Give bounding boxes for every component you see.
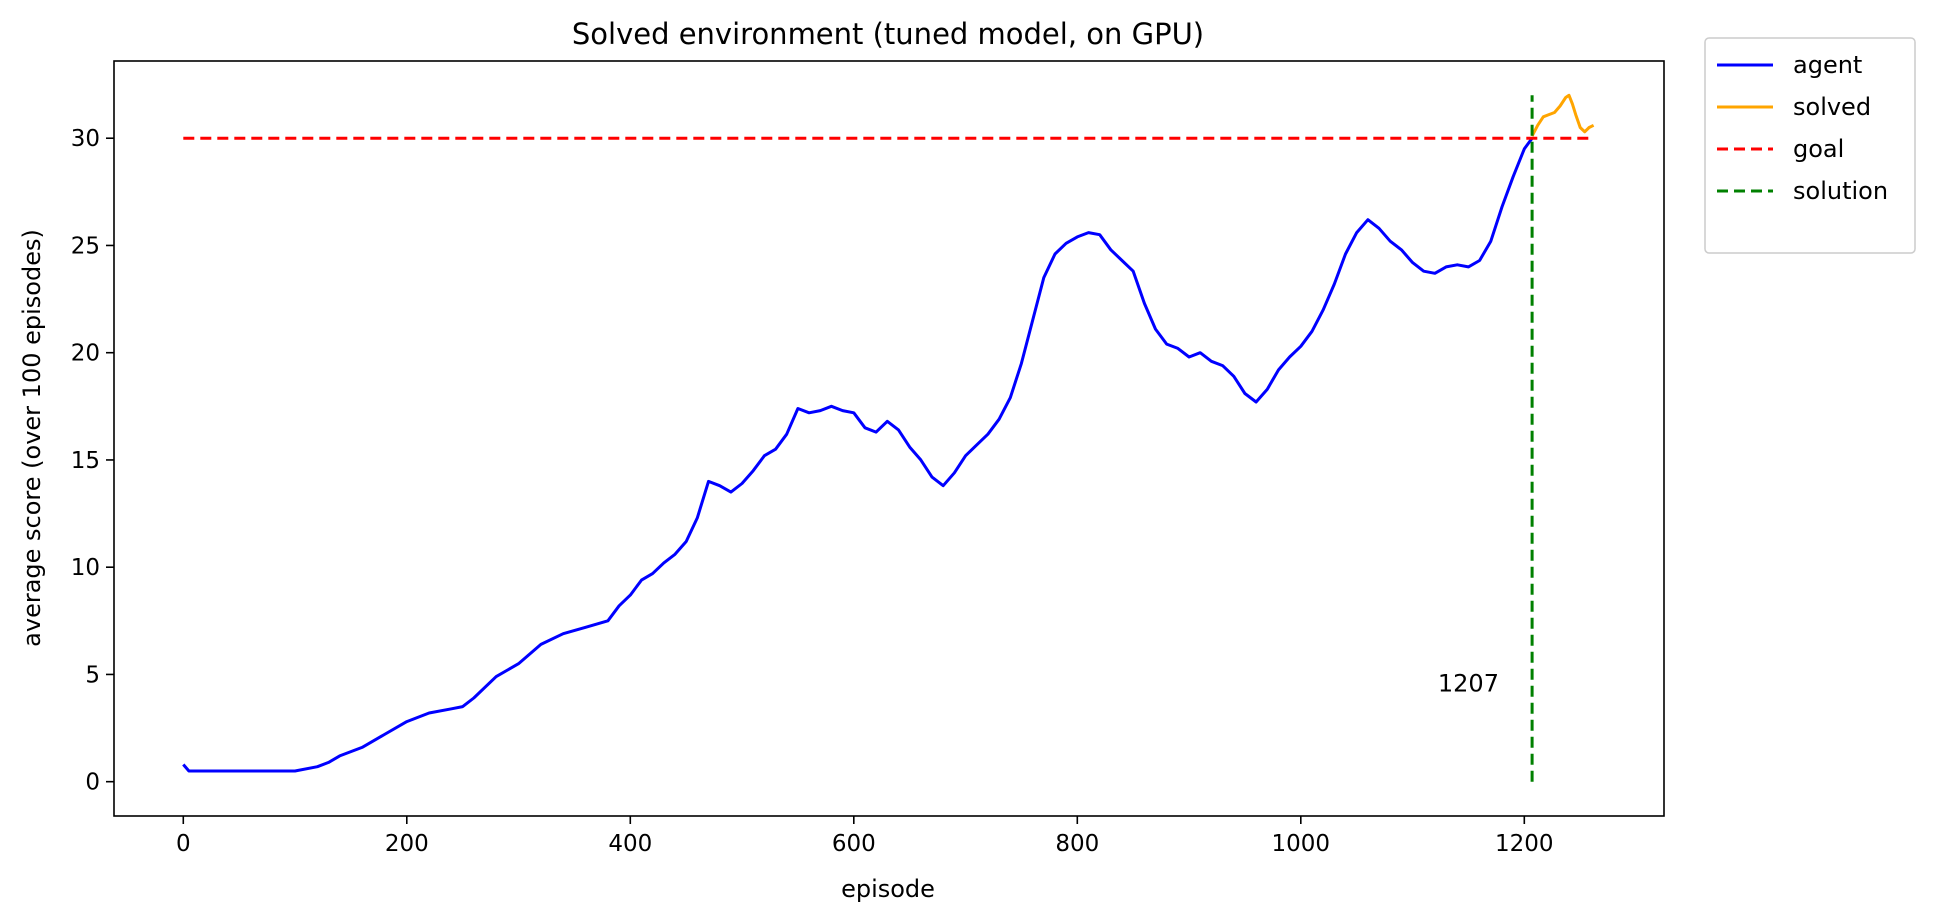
legend-entry-solved: solved: [1793, 93, 1871, 121]
legend-entry-solution: solution: [1793, 177, 1888, 205]
plot-frame: [113, 60, 1665, 817]
legend-entry-goal: goal: [1793, 135, 1844, 163]
annotation-label: 1207: [1438, 670, 1499, 698]
y-axis-ticks: 0 5 10 15 20 25 30: [71, 126, 114, 796]
x-axis-label: episode: [841, 875, 935, 903]
legend-box: [1704, 37, 1916, 254]
y-axis-label: average score (over 100 episodes): [18, 229, 46, 647]
series-line-agent: [182, 137, 1534, 773]
x-tick-label: 1000: [1272, 831, 1331, 857]
y-tick-label: 5: [85, 662, 100, 688]
y-tick-label: 20: [71, 341, 100, 367]
y-tick-label: 0: [85, 770, 100, 796]
y-tick-label: 30: [71, 126, 100, 152]
y-tick-label: 15: [71, 448, 100, 474]
x-tick-label: 200: [385, 831, 429, 857]
chart-title: Solved environment (tuned model, on GPU): [572, 17, 1204, 51]
legend: agent solved goal solution: [1704, 37, 1916, 254]
y-tick-label: 25: [71, 233, 100, 259]
legend-entry-agent: agent: [1793, 51, 1862, 79]
annotations: 1207: [1438, 670, 1499, 698]
x-tick-label: 0: [176, 831, 191, 857]
y-tick-label: 10: [71, 555, 100, 581]
x-tick-label: 800: [1055, 831, 1099, 857]
x-tick-label: 600: [832, 831, 876, 857]
x-axis-ticks: 0 200 400 600 800 1000 1200: [176, 816, 1554, 857]
x-tick-label: 1200: [1495, 831, 1554, 857]
plot-lines: [182, 93, 1595, 782]
x-tick-label: 400: [608, 831, 652, 857]
series-line-solved: [1530, 93, 1595, 137]
